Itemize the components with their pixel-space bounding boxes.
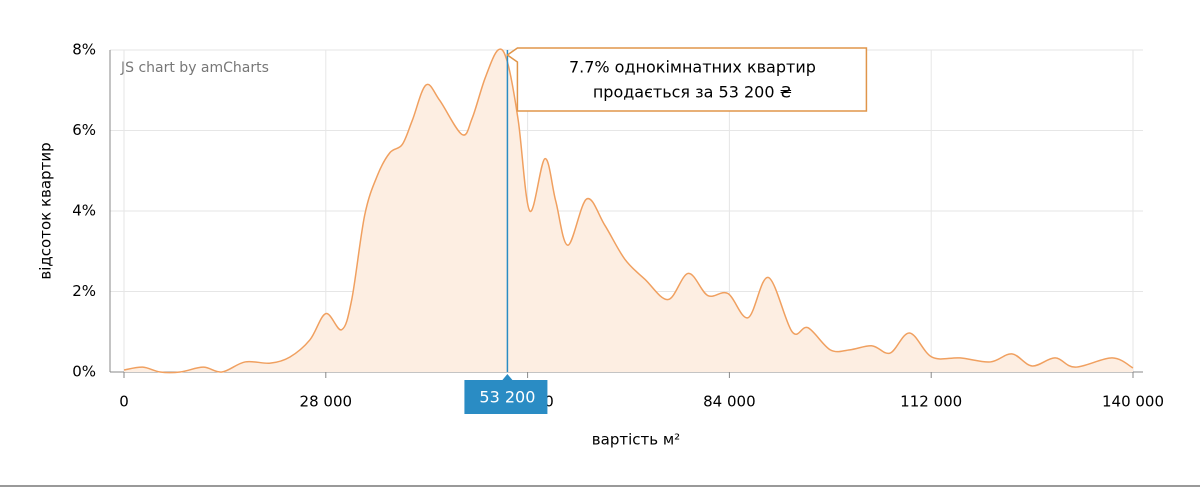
y-tick-label: 0% [72,363,96,381]
y-axis-title: відсоток квартир [37,142,55,279]
tooltip-text: 7.7% однокімнатних квартир [569,58,816,77]
x-tick-label: 84 000 [703,393,756,411]
y-tick-label: 6% [72,121,96,139]
x-tick-label: 0 [119,393,129,411]
cursor-label-box [464,380,548,414]
cursor-label-pointer [502,374,513,380]
line [123,48,1134,374]
x-axis-title: вартість м² [592,431,680,449]
x-tick-label: 140 000 [1102,393,1164,411]
credit: JS chart by amCharts [120,60,269,76]
y-tick-label: 2% [72,282,96,300]
area-fill [124,49,1133,373]
y-tick-label: 8% [72,41,96,59]
x-tick-label: 28 000 [300,393,353,411]
cursor-label: 53 200 [479,388,535,407]
tooltip-box [506,47,868,112]
x-tick-label: 112 000 [900,393,962,411]
y-tick-label: 4% [72,202,96,220]
tooltip-text: продається за 53 200 ₴ [593,83,792,102]
